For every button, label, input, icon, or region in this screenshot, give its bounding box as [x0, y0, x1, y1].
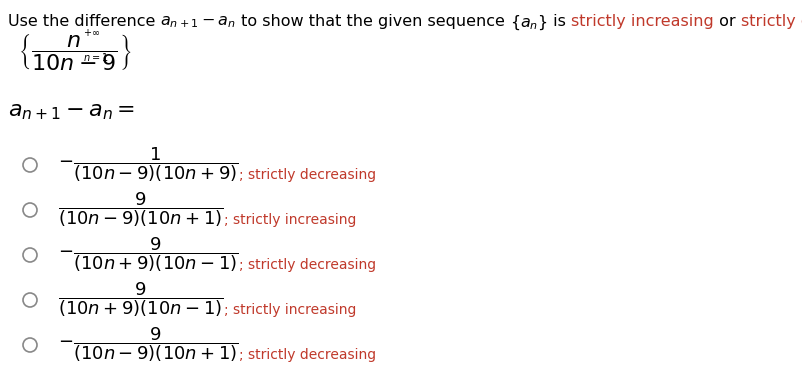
Text: ; strictly increasing: ; strictly increasing [224, 303, 356, 317]
Text: $\{a_n\}$: $\{a_n\}$ [510, 14, 548, 32]
Text: ; strictly increasing: ; strictly increasing [224, 213, 356, 227]
Text: $\dfrac{9}{(10n+9)(10n-1)}$: $\dfrac{9}{(10n+9)(10n-1)}$ [58, 281, 224, 319]
Text: ; strictly decreasing: ; strictly decreasing [239, 348, 376, 362]
Text: ; strictly decreasing: ; strictly decreasing [239, 258, 376, 272]
Text: strictly decreasing: strictly decreasing [740, 14, 802, 29]
Text: $a_{n+1} - a_n =$: $a_{n+1} - a_n =$ [8, 100, 136, 122]
Text: to show that the given sequence: to show that the given sequence [237, 14, 510, 29]
Text: or: or [714, 14, 740, 29]
Text: $^{+\infty}$: $^{+\infty}$ [83, 28, 100, 42]
Text: ; strictly decreasing: ; strictly decreasing [239, 168, 376, 182]
Text: $\dfrac{9}{(10n-9)(10n+1)}$: $\dfrac{9}{(10n-9)(10n+1)}$ [58, 191, 224, 229]
Text: $-\dfrac{9}{(10n+9)(10n-1)}$: $-\dfrac{9}{(10n+9)(10n-1)}$ [58, 236, 239, 275]
Text: Use the difference: Use the difference [8, 14, 160, 29]
Text: is: is [548, 14, 571, 29]
Text: $a_{n+1} - a_n$: $a_{n+1} - a_n$ [160, 14, 237, 30]
Text: strictly increasing: strictly increasing [571, 14, 714, 29]
Text: $-\dfrac{1}{(10n-9)(10n+9)}$: $-\dfrac{1}{(10n-9)(10n+9)}$ [58, 146, 239, 184]
Text: $-\dfrac{9}{(10n-9)(10n+1)}$: $-\dfrac{9}{(10n-9)(10n+1)}$ [58, 326, 239, 364]
Text: $\left\{\dfrac{n}{10n-9}\right\}$: $\left\{\dfrac{n}{10n-9}\right\}$ [18, 32, 132, 72]
Text: $_{n=1}$: $_{n=1}$ [83, 50, 108, 64]
